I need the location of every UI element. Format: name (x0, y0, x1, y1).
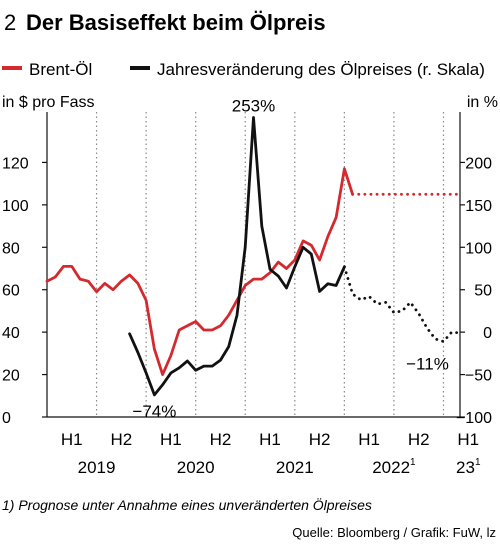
left-tick-label: 100 (2, 198, 29, 215)
right-tick-label: 0 (483, 325, 492, 342)
series-line-1 (128, 116, 346, 397)
right-tick-label: −100 (456, 410, 492, 427)
annotation-label: 253% (232, 96, 275, 115)
left-tick-label: 120 (2, 155, 29, 172)
x-half-label: H2 (210, 430, 232, 449)
left-tick-label: 40 (2, 325, 20, 342)
x-half-label: H1 (358, 430, 380, 449)
x-year-footnote-mark: 1 (410, 457, 416, 468)
x-year-label: 231 (456, 457, 481, 477)
chart-title: Der Basiseffekt beim Ölpreis (26, 10, 326, 35)
series-forecast-1 (343, 265, 462, 343)
x-half-label: H2 (408, 430, 430, 449)
right-tick-label: 50 (474, 283, 492, 300)
legend-label-brent: Brent-Öl (29, 60, 92, 79)
left-tick-label: 20 (2, 368, 20, 385)
source: Quelle: Bloomberg / Grafik: FuW, lz (292, 525, 496, 540)
x-axis-labels: H1 H2 H1 H2 H1 H2 H1 H2 H1 2019 2020 2021 20221 231 (61, 430, 481, 477)
series-layer (45, 116, 462, 397)
x-half-label: H1 (61, 430, 83, 449)
right-tick-label: −50 (465, 368, 492, 385)
x-year-label: 2021 (276, 458, 314, 477)
x-year-label: 2020 (177, 458, 215, 477)
x-half-label: H1 (457, 430, 479, 449)
left-axis-unit: in $ pro Fass (2, 94, 94, 111)
legend: Brent-Öl Jahresveränderung des Ölpreises… (2, 60, 485, 79)
annotation-label: −74% (132, 402, 176, 421)
legend-label-change: Jahresveränderung des Ölpreises (r. Skal… (157, 60, 485, 79)
x-year-footnote-mark: 1 (475, 457, 481, 468)
x-half-label: H2 (110, 430, 132, 449)
left-axis-ticks: 0 20 40 60 80 100 120 (2, 155, 47, 427)
right-tick-label: 200 (465, 155, 492, 172)
x-half-label: H1 (259, 430, 281, 449)
right-axis-unit: in % (467, 94, 498, 111)
footnote: 1) Prognose unter Annahme eines unveränd… (2, 496, 372, 513)
x-half-label: H2 (309, 430, 331, 449)
x-year-label: 2019 (78, 458, 116, 477)
left-tick-label: 80 (2, 240, 20, 257)
annotation-label: −11% (406, 354, 449, 373)
x-year-label: 20221 (372, 457, 416, 477)
axes (46, 112, 461, 418)
right-axis-ticks: −100 −50 0 50 100 150 200 (456, 155, 492, 427)
left-tick-label: 60 (2, 283, 20, 300)
right-tick-label: 100 (465, 240, 492, 257)
annotations: 253% −74% −11% (132, 96, 448, 420)
right-tick-label: 150 (465, 198, 492, 215)
series-line-0 (45, 167, 354, 376)
grid (95, 112, 445, 417)
x-half-label: H1 (160, 430, 182, 449)
left-tick-label: 0 (2, 410, 11, 427)
figure-number: 2 (4, 10, 16, 35)
